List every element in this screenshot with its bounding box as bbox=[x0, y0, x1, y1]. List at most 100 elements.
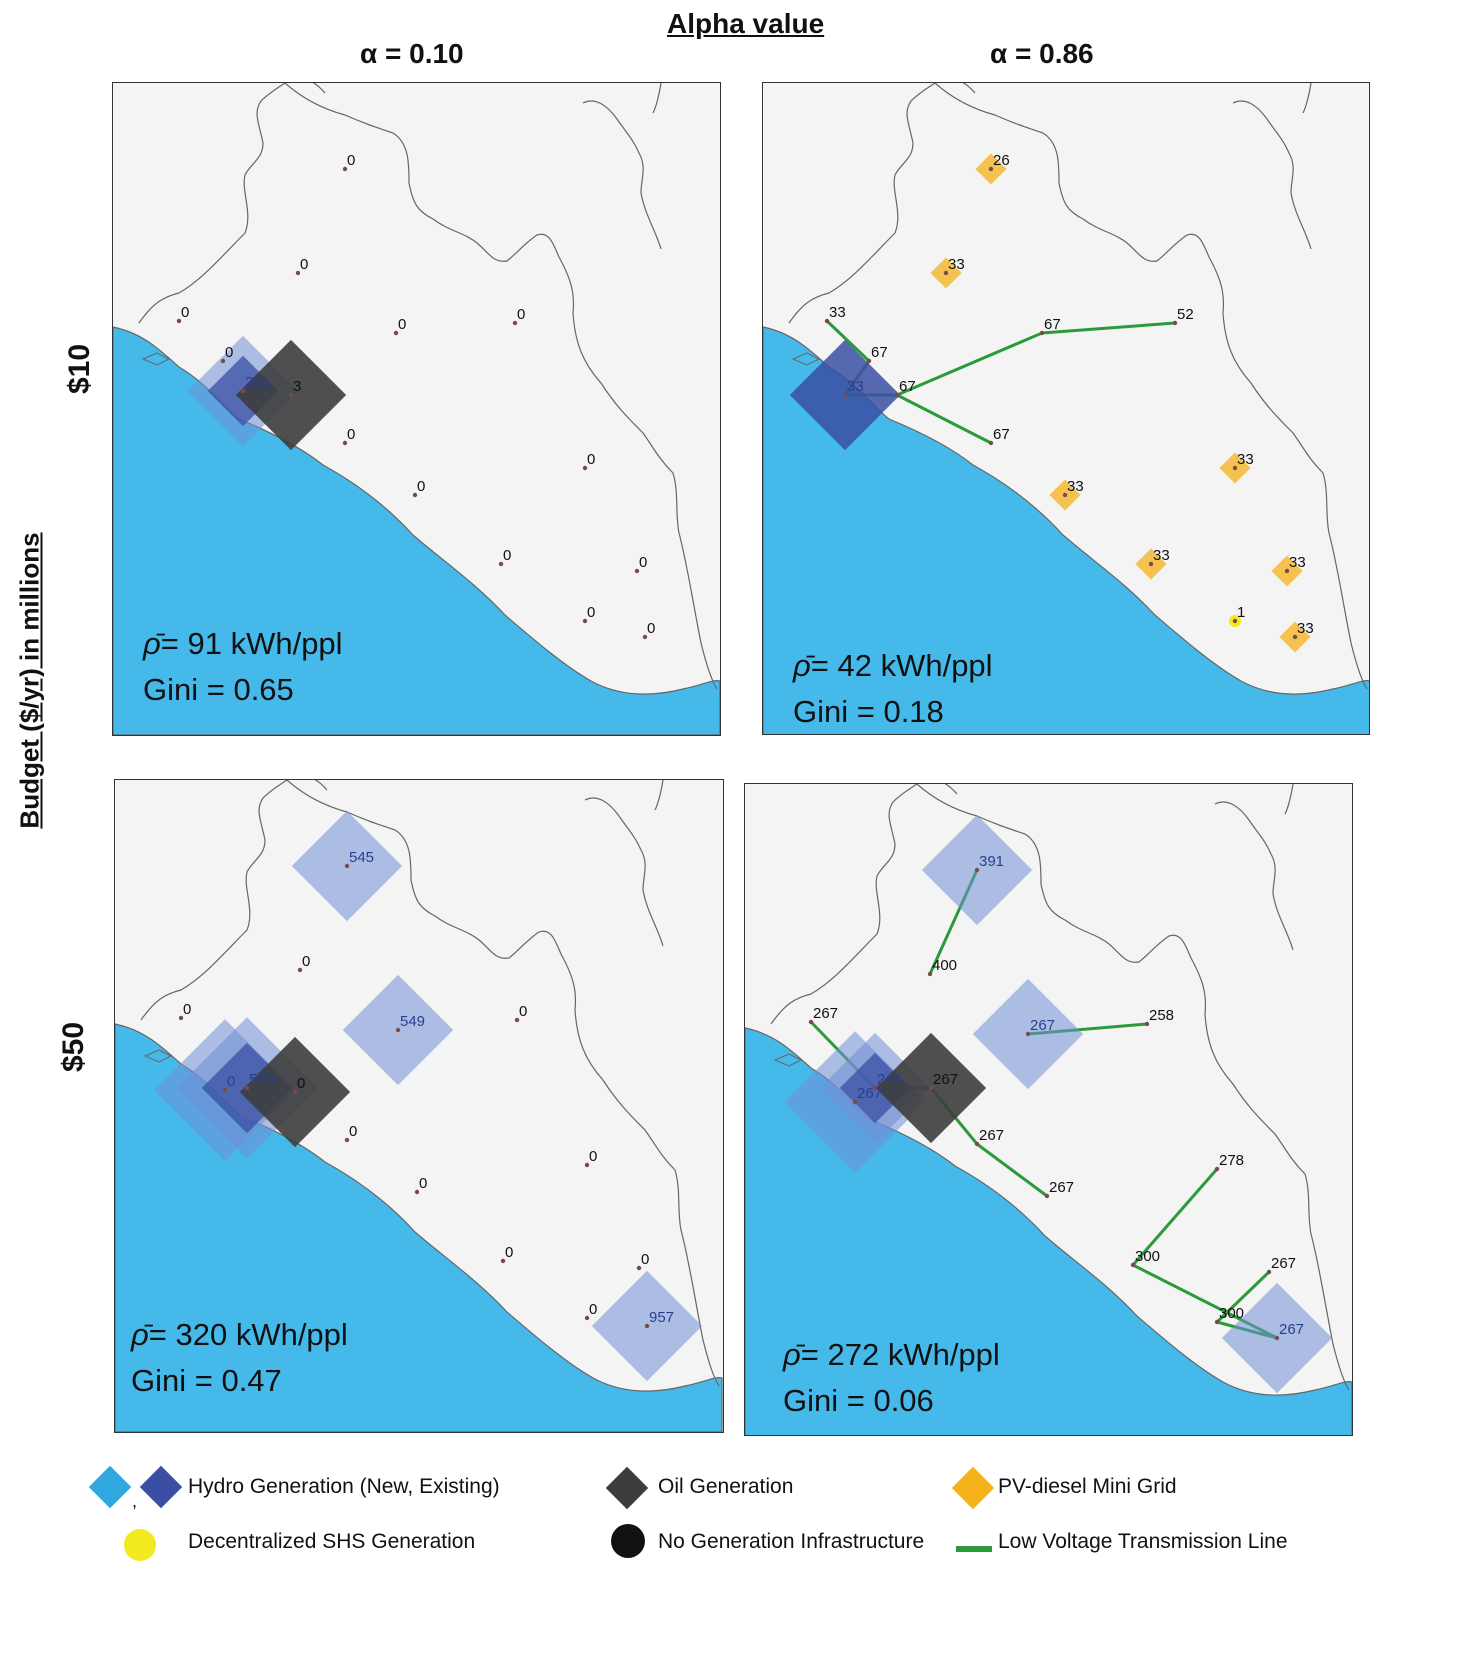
site-dot bbox=[342, 440, 348, 446]
site-dot bbox=[344, 863, 350, 869]
legend-line bbox=[954, 1537, 994, 1561]
transmission-line bbox=[1131, 1168, 1219, 1266]
transmission-line bbox=[896, 331, 1043, 397]
map-svg: 0 0 0 0 0 0 261 3 0 0 0 0 0 0 0 bbox=[113, 83, 720, 735]
legend-hydro: , bbox=[86, 1463, 186, 1519]
map-panel: 26 33 33 67 52 67 33 67 67 33 33 33 33 1 33 ρ̄= 42 kWh… bbox=[762, 82, 1370, 735]
site-value-label: 33 bbox=[1153, 547, 1170, 564]
lagoon bbox=[791, 352, 821, 366]
region-border bbox=[1284, 784, 1294, 815]
site-dot bbox=[866, 358, 872, 364]
legend-separator: , bbox=[132, 1491, 137, 1511]
site-value-label: 0 bbox=[505, 1244, 513, 1261]
site-value-label: 267 bbox=[1271, 1255, 1296, 1272]
site-dot bbox=[178, 1015, 184, 1021]
site-value-label: 0 bbox=[587, 451, 595, 468]
region-border bbox=[1302, 83, 1312, 114]
site-value-label: 33 bbox=[948, 256, 965, 273]
site-dot bbox=[220, 358, 226, 364]
gini-value: Gini = 0.65 bbox=[143, 672, 294, 707]
site-dot bbox=[1148, 561, 1154, 567]
legend: , Hydro Generation (New, Existing) Oil G… bbox=[0, 1455, 1468, 1665]
site-value-label: 0 bbox=[647, 620, 655, 637]
site-value-label: 0 bbox=[181, 304, 189, 321]
site-dot bbox=[500, 1258, 506, 1264]
oil-diamond-icon bbox=[605, 1466, 649, 1510]
region-border bbox=[916, 784, 1350, 1391]
site-dot bbox=[1039, 330, 1045, 336]
site-value-label: 0 bbox=[300, 256, 308, 273]
site-value-label: 0 bbox=[225, 344, 233, 361]
site-value-label: 267 bbox=[979, 1127, 1004, 1144]
site-value-label: 391 bbox=[979, 853, 1004, 870]
site-dot bbox=[1044, 1193, 1050, 1199]
site-dot bbox=[514, 1017, 520, 1023]
site-value-label: 300 bbox=[1219, 1305, 1244, 1322]
site-dot bbox=[292, 1089, 298, 1095]
site-value-label: 267 bbox=[933, 1071, 958, 1088]
gini-value: Gini = 0.06 bbox=[783, 1383, 934, 1418]
site-value-label: 0 bbox=[183, 1001, 191, 1018]
region-border bbox=[285, 83, 326, 94]
mean-consumption: ρ̄= 91 kWh/ppl bbox=[143, 626, 343, 661]
site-value-label: 0 bbox=[587, 604, 595, 621]
site-dot bbox=[297, 967, 303, 973]
site-value-label: 0 bbox=[639, 554, 647, 571]
region-border bbox=[788, 83, 936, 324]
site-dot bbox=[636, 1265, 642, 1271]
site-dot bbox=[642, 634, 648, 640]
site-value-label: 245 bbox=[877, 1071, 902, 1088]
site-dot bbox=[988, 440, 994, 446]
site-value-label: 0 bbox=[349, 1123, 357, 1140]
site-dot bbox=[988, 166, 994, 172]
figure-title: Alpha value bbox=[667, 8, 825, 39]
site-value-label: 0 bbox=[227, 1073, 235, 1090]
site-dot bbox=[928, 1085, 934, 1091]
column-header-left: α = 0.10 bbox=[360, 38, 464, 69]
lagoon bbox=[773, 1053, 803, 1067]
site-dot bbox=[1232, 465, 1238, 471]
region-border bbox=[770, 784, 918, 1025]
site-value-label: 267 bbox=[1049, 1179, 1074, 1196]
site-dot bbox=[176, 318, 182, 324]
stats-box: ρ̄= 91 kWh/ppl Gini = 0.65 bbox=[143, 621, 343, 713]
map-panel: 0 0 0 0 0 0 261 3 0 0 0 0 0 0 0 ρ̄= 91 kWh/ppl Gini = … bbox=[112, 82, 721, 736]
site-value-label: 0 bbox=[347, 152, 355, 169]
region-border bbox=[934, 83, 1368, 690]
site-value-label: 258 bbox=[1149, 1007, 1174, 1024]
map-panel: 391 400 267 267 258 267 245 267 267 267 278 300 267 3… bbox=[744, 783, 1353, 1436]
mean-consumption: ρ̄= 42 kWh/ppl bbox=[793, 648, 993, 683]
site-dot bbox=[584, 1162, 590, 1168]
shs-dot-icon bbox=[124, 1529, 156, 1561]
site-value-label: 26 bbox=[993, 152, 1010, 169]
site-dot bbox=[582, 465, 588, 471]
site-dot bbox=[582, 618, 588, 624]
site-dot bbox=[344, 1137, 350, 1143]
site-value-label: 33 bbox=[1237, 451, 1254, 468]
site-dot bbox=[943, 270, 949, 276]
transmission-line bbox=[825, 319, 871, 363]
gini-value: Gini = 0.18 bbox=[793, 694, 944, 729]
site-dot bbox=[240, 388, 246, 394]
site-dot bbox=[244, 1085, 250, 1091]
y-axis-label: Budget ($/yr) in millions bbox=[14, 532, 45, 829]
region-border bbox=[287, 780, 328, 791]
legend-oil-label: Oil Generation bbox=[658, 1475, 794, 1498]
region-border bbox=[654, 780, 664, 811]
map-svg: 545 0 0 549 0 0 550 0 0 0 0 0 0 0 957 bbox=[115, 780, 723, 1432]
transmission-line bbox=[976, 1142, 1048, 1198]
site-value-label: 33 bbox=[1067, 478, 1084, 495]
site-value-label: 3 bbox=[293, 378, 301, 395]
site-dot bbox=[288, 392, 294, 398]
site-dot bbox=[894, 392, 900, 398]
site-value-label: 267 bbox=[1030, 1017, 1055, 1034]
region-border bbox=[140, 780, 288, 1021]
site-dot bbox=[852, 1099, 858, 1105]
site-value-label: 400 bbox=[932, 957, 957, 974]
site-value-label: 52 bbox=[1177, 306, 1194, 323]
site-value-label: 0 bbox=[519, 1003, 527, 1020]
site-value-label: 67 bbox=[993, 426, 1010, 443]
site-dot bbox=[414, 1189, 420, 1195]
region-border bbox=[284, 83, 718, 690]
site-dot bbox=[1062, 492, 1068, 498]
